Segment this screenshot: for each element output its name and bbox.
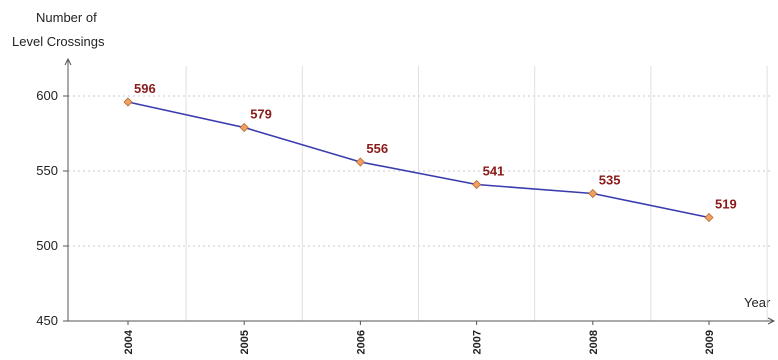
data-label: 541 <box>483 164 505 179</box>
x-tick-label: 2007 <box>472 330 484 354</box>
y-tick-label: 450 <box>36 313 58 328</box>
y-axis-title-line2: Level Crossings <box>12 34 105 49</box>
series-line <box>127 101 710 219</box>
data-point-marker <box>704 212 714 223</box>
data-label: 519 <box>715 197 737 212</box>
data-labels: 596 579 556 541 535 519 <box>134 81 737 212</box>
data-label: 556 <box>366 141 388 156</box>
tick-labels: 450 500 550 600 2004 2005 2006 2007 2008 2009 <box>36 88 716 354</box>
x-tick-label: 2004 <box>123 329 135 354</box>
axes <box>63 57 776 325</box>
x-tick-label: 2005 <box>239 330 251 354</box>
y-tick-label: 550 <box>36 163 58 178</box>
y-tick-label: 500 <box>36 238 58 253</box>
x-tick-label: 2008 <box>588 330 600 354</box>
data-label: 596 <box>134 81 156 96</box>
series-polyline <box>127 101 710 219</box>
data-markers <box>123 97 714 223</box>
data-point-marker <box>239 122 249 133</box>
y-axis-arrow <box>64 57 72 66</box>
data-point-marker <box>472 179 482 190</box>
x-axis-title: Year <box>744 295 771 310</box>
x-axis-arrow <box>767 317 776 325</box>
y-axis-title-line1: Number of <box>36 10 97 25</box>
x-tick-label: 2009 <box>704 330 716 354</box>
data-label: 535 <box>599 173 621 188</box>
x-tick-label: 2006 <box>355 330 367 354</box>
grid-lines <box>68 66 770 321</box>
data-point-marker <box>588 188 598 199</box>
data-label: 579 <box>250 107 272 122</box>
data-point-marker <box>123 97 133 107</box>
y-tick-label: 600 <box>36 88 58 103</box>
data-point-marker <box>355 157 365 167</box>
